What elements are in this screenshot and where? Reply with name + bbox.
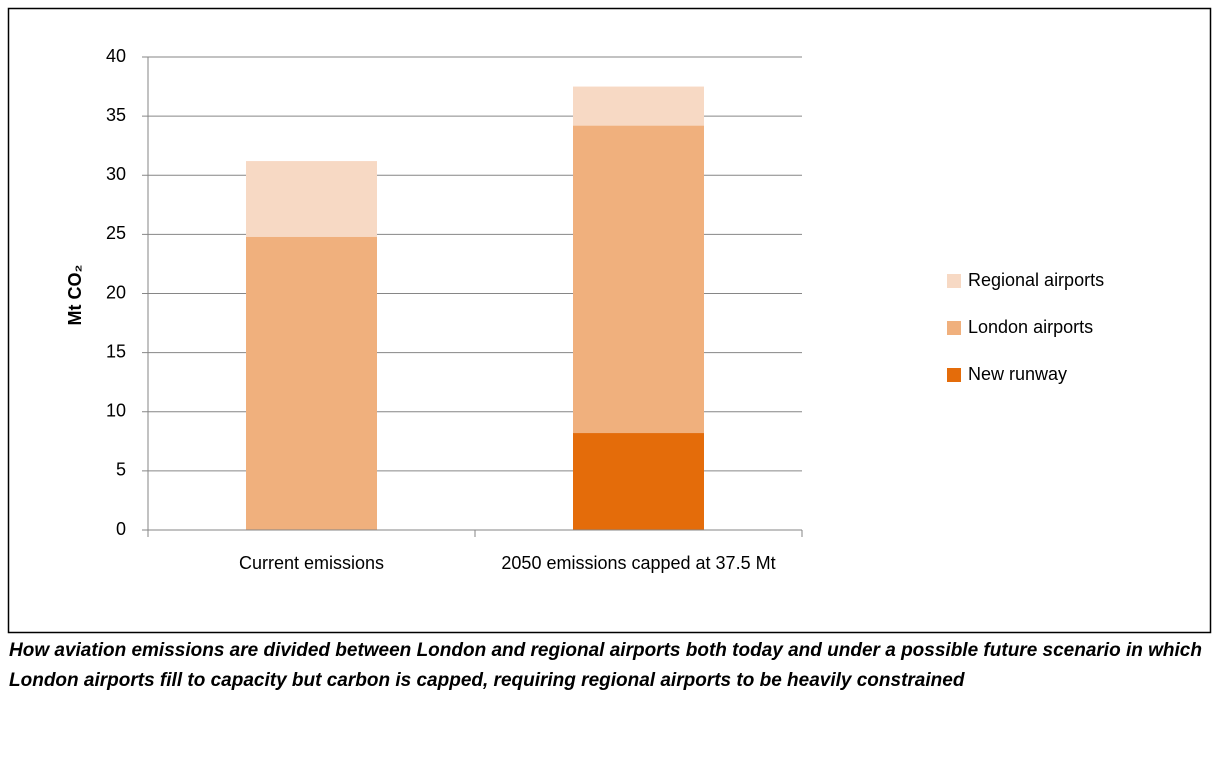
y-tick-label: 25 xyxy=(106,223,126,243)
y-tick-label: 5 xyxy=(116,460,126,480)
y-tick-label: 10 xyxy=(106,401,126,421)
y-tick-label: 30 xyxy=(106,164,126,184)
y-tick-label: 35 xyxy=(106,105,126,125)
bar-segment xyxy=(573,125,704,434)
bar-segment xyxy=(246,161,377,237)
legend-swatch xyxy=(947,368,961,382)
bar-segment xyxy=(246,236,377,531)
y-tick-label: 20 xyxy=(106,282,126,302)
legend-swatch xyxy=(947,321,961,335)
x-tick-label: Current emissions xyxy=(238,553,385,573)
y-tick-label: 0 xyxy=(116,519,126,539)
y-axis-label: Mt CO₂ xyxy=(65,265,85,326)
x-tick-label: 2050 emissions capped at 37.5 Mt xyxy=(501,553,776,573)
y-tick-label: 15 xyxy=(106,341,126,361)
bar-segment xyxy=(573,86,704,126)
bar-segment xyxy=(573,433,704,530)
legend-label: New runway xyxy=(968,364,1067,384)
legend-label: London airports xyxy=(968,317,1093,337)
legend-label: Regional airports xyxy=(968,270,1104,290)
chart-frame xyxy=(7,7,1212,634)
y-tick-label: 40 xyxy=(106,46,126,66)
caption: How aviation emissions are divided betwe… xyxy=(9,640,1202,691)
legend-swatch xyxy=(947,274,961,288)
